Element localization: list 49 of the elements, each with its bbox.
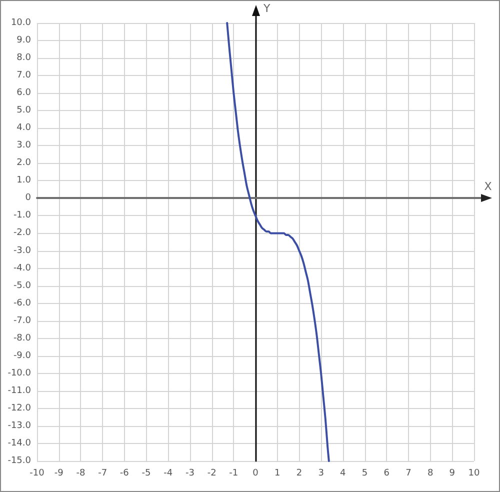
- x-tick-label: 10: [468, 468, 480, 478]
- y-tick-label: 7.0: [16, 70, 32, 81]
- x-tick-label: -9: [54, 468, 64, 478]
- x-axis-title: X: [484, 180, 492, 194]
- y-tick-label: -10.0: [8, 368, 32, 378]
- y-tick-label: 2.0: [16, 158, 32, 168]
- y-tick-label: 1.0: [16, 176, 32, 186]
- x-tick-label: -2: [207, 468, 216, 478]
- x-tick-label: -10: [30, 468, 45, 478]
- y-tick-label: 3.0: [16, 140, 32, 151]
- x-tick-label: -7: [98, 468, 108, 478]
- y-tick-label: -6.0: [13, 298, 32, 308]
- y-tick-label: 9.0: [16, 36, 32, 46]
- x-tick-label: -1: [229, 468, 238, 478]
- y-axis-title: Y: [262, 2, 270, 15]
- y-tick-label: -3.0: [13, 246, 32, 256]
- x-tick-label: -5: [142, 468, 151, 478]
- x-tick-label: 9: [449, 468, 456, 478]
- y-tick-label: -9.0: [13, 350, 32, 361]
- x-tick-label: 6: [384, 468, 390, 478]
- y-tick-label: -1.0: [13, 210, 32, 221]
- y-tick-label: -14.0: [8, 438, 32, 448]
- y-tick-label: -8.0: [13, 333, 32, 344]
- x-tick-label: 8: [427, 468, 434, 478]
- x-tick-label: 7: [406, 468, 412, 478]
- x-tick-label: -6: [120, 468, 130, 478]
- x-tick-label: -4: [164, 468, 173, 478]
- y-tick-label: 5.0: [16, 106, 32, 116]
- y-tick-label: 4.0: [16, 123, 32, 134]
- y-tick-label: -2.0: [13, 228, 32, 238]
- y-tick-label: -5.0: [13, 280, 32, 291]
- y-tick-label: -13.0: [8, 420, 32, 431]
- y-tick-label: -12.0: [8, 403, 32, 414]
- y-tick-label: 6.0: [16, 88, 32, 98]
- x-tick-label: 2: [296, 468, 302, 478]
- x-tick-label: 4: [340, 468, 346, 478]
- x-tick-label: 5: [362, 468, 368, 478]
- y-tick-label: -11.0: [8, 386, 32, 396]
- x-tick-label: 0: [252, 468, 259, 478]
- y-tick-label: 8.0: [16, 53, 32, 64]
- x-tick-label: -3: [185, 468, 194, 478]
- x-tick-label: -8: [76, 468, 86, 478]
- y-tick-label: 10.0: [10, 18, 32, 28]
- x-tick-label: 1: [274, 468, 280, 478]
- x-tick-label: 3: [318, 468, 324, 478]
- y-tick-label: -7.0: [13, 316, 32, 326]
- y-tick-label: 0: [25, 193, 32, 204]
- y-tick-label: -4.0: [13, 263, 32, 274]
- y-tick-label: -15.0: [8, 456, 32, 466]
